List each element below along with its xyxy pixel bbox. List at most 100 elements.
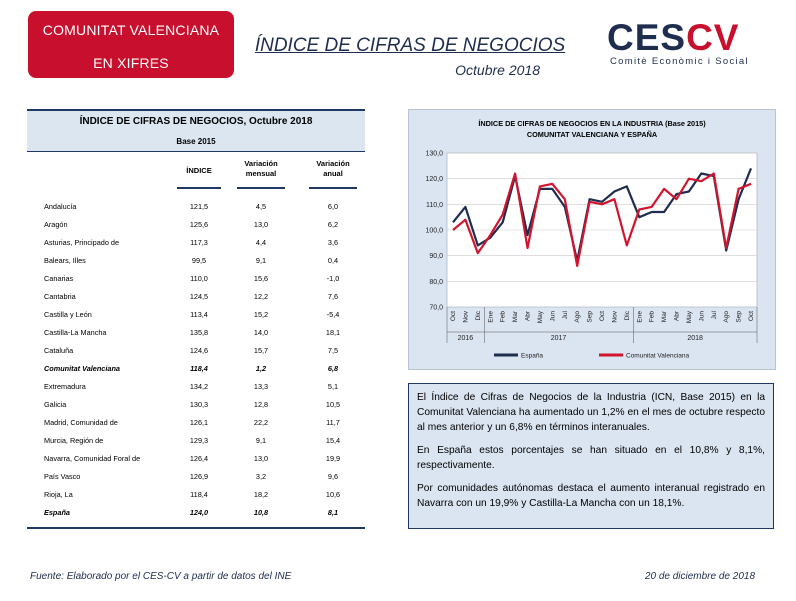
- y-tick-label: 70,0: [429, 305, 443, 312]
- monthly-change: 15,2: [253, 310, 269, 319]
- col-header-index: ÍNDICE: [186, 166, 212, 175]
- table-row: Extremadura 134,2 13,3 5,1: [27, 379, 365, 395]
- x-tick-label: Mar: [661, 310, 668, 322]
- region-name: Asturias, Principado de: [44, 238, 120, 247]
- region-name: Cantabria: [44, 292, 76, 301]
- annual-change: -5,4: [326, 310, 340, 319]
- year-label: 2016: [458, 335, 474, 342]
- index-value: 117,3: [190, 238, 208, 247]
- x-tick-label: Sep: [587, 311, 594, 323]
- badge-line2: EN XIFRES: [93, 55, 169, 71]
- x-tick-label: Dic: [475, 310, 482, 320]
- year-label: 2017: [551, 335, 567, 342]
- table-row: País Vasco 126,9 3,2 9,6: [27, 469, 365, 485]
- annual-change: 15,4: [325, 436, 341, 445]
- x-tick-label: Oct: [599, 311, 606, 321]
- table-row: Comunitat Valenciana 118,4 1,2 6,8: [27, 361, 365, 377]
- table-row: Andalucía 121,5 4,5 6,0: [27, 199, 365, 215]
- x-tick-label: May: [686, 310, 693, 323]
- region-name: Rioja, La: [44, 490, 73, 499]
- monthly-change: 15,6: [253, 274, 269, 283]
- col-rule: [177, 187, 221, 189]
- footer-date: 20 de diciembre de 2018: [644, 571, 755, 582]
- region-name: Andalucía: [44, 202, 77, 211]
- monthly-change: 18,2: [253, 490, 269, 499]
- annual-change: 18,1: [325, 328, 341, 337]
- index-value: 124,6: [189, 346, 209, 355]
- monthly-change: 13,0: [253, 220, 269, 229]
- annual-change: 5,1: [327, 382, 339, 391]
- table-row: Aragón 125,6 13,0 6,2: [27, 217, 365, 233]
- note-paragraph: En España estos porcentajes se han situa…: [417, 445, 765, 471]
- annual-change: 11,7: [326, 418, 340, 427]
- table-row: Cantabria 124,5 12,2 7,6: [27, 289, 365, 305]
- x-tick-label: Jul: [562, 310, 569, 319]
- y-tick-label: 90,0: [429, 253, 443, 260]
- annual-change: 7,6: [327, 292, 339, 301]
- index-value: 135,8: [189, 328, 209, 337]
- region-name: Murcia, Región de: [44, 436, 104, 445]
- monthly-change: 13,3: [253, 382, 269, 391]
- index-value: 134,2: [189, 382, 209, 391]
- index-value: 126,1: [189, 418, 209, 427]
- index-value: 129,3: [189, 436, 209, 445]
- region-name: Comunitat Valenciana: [44, 364, 120, 373]
- index-value: 126,4: [189, 454, 209, 463]
- region-name: Canarias: [44, 274, 74, 283]
- x-tick-label: May: [537, 310, 544, 323]
- series-line-espana: [452, 167, 753, 262]
- region-name: Galicia: [44, 400, 67, 409]
- index-value: 113,4: [190, 310, 208, 319]
- y-tick-label: 100,0: [425, 228, 443, 235]
- table-row: Rioja, La 118,4 18,2 10,6: [27, 487, 365, 503]
- index-value: 121,5: [189, 202, 209, 211]
- x-tick-label: Jun: [549, 311, 556, 322]
- annual-change: 6,2: [327, 220, 339, 229]
- x-tick-label: Oct: [450, 311, 457, 321]
- table-row: Castilla y León 113,4 15,2 -5,4: [27, 307, 365, 323]
- monthly-change: 9,1: [255, 436, 267, 445]
- index-value: 110,0: [190, 274, 208, 283]
- index-value: 126,9: [189, 472, 209, 481]
- series-line-comunitat-valenciana: [452, 172, 752, 267]
- annual-change: 3,6: [327, 238, 339, 247]
- index-value: 124,0: [189, 508, 209, 517]
- x-tick-label: Jul: [711, 310, 718, 319]
- x-tick-label: Feb: [649, 311, 656, 323]
- chart-title: ÍNDICE DE CIFRAS DE NEGOCIOS EN LA INDUS…: [478, 119, 706, 139]
- x-tick-label: Feb: [500, 311, 507, 323]
- table-row: Canarias 110,0 15,6 -1,0: [27, 271, 365, 287]
- x-tick-label: Ene: [487, 311, 494, 323]
- table-bottom-rule: [27, 527, 365, 529]
- y-tick-label: 80,0: [429, 279, 443, 286]
- region-name: Extremadura: [44, 382, 86, 391]
- annual-change: 10,5: [325, 400, 341, 409]
- col-rule: [237, 187, 285, 189]
- logo-wordmark: CESCV: [607, 17, 740, 58]
- x-tick-label: Ago: [723, 311, 730, 323]
- y-tick-label: 110,0: [426, 202, 443, 209]
- index-value: 130,3: [189, 400, 209, 409]
- logo-subtitle: Comitè Econòmic i Social: [610, 56, 749, 67]
- data-table: ÍNDICE DE CIFRAS DE NEGOCIOS, Octubre 20…: [27, 109, 365, 529]
- x-tick-label: Sep: [736, 311, 743, 323]
- x-tick-label: Oct: [748, 311, 755, 321]
- annual-change: -1,0: [326, 274, 340, 283]
- legend-label: Comunitat Valenciana: [626, 353, 689, 360]
- monthly-change: 15,7: [253, 346, 269, 355]
- annual-change: 6,8: [327, 364, 339, 373]
- region-name: País Vasco: [44, 472, 81, 481]
- section-badge: COMUNITAT VALENCIANA EN XIFRES: [28, 11, 234, 78]
- index-value: 124,5: [189, 292, 209, 301]
- note-paragraph: Por comunidades autónomas destaca el aum…: [417, 483, 765, 509]
- x-tick-label: Jun: [698, 311, 705, 322]
- monthly-change: 4,5: [255, 202, 267, 211]
- table-row: Madrid, Comunidad de 126,1 22,2 11,7: [27, 415, 365, 431]
- line-chart: 70,0 80,0 90,0 100,0 110,0 120,0 130,0 Oct Nov Di…: [425, 151, 758, 360]
- index-value: 118,4: [190, 364, 208, 373]
- page-subtitle: Octubre 2018: [455, 62, 540, 78]
- annual-change: 9,6: [327, 472, 339, 481]
- note-paragraph: El Índice de Cifras de Negocios de la In…: [417, 392, 765, 433]
- x-tick-label: Abr: [525, 310, 532, 321]
- monthly-change: 12,8: [253, 400, 269, 409]
